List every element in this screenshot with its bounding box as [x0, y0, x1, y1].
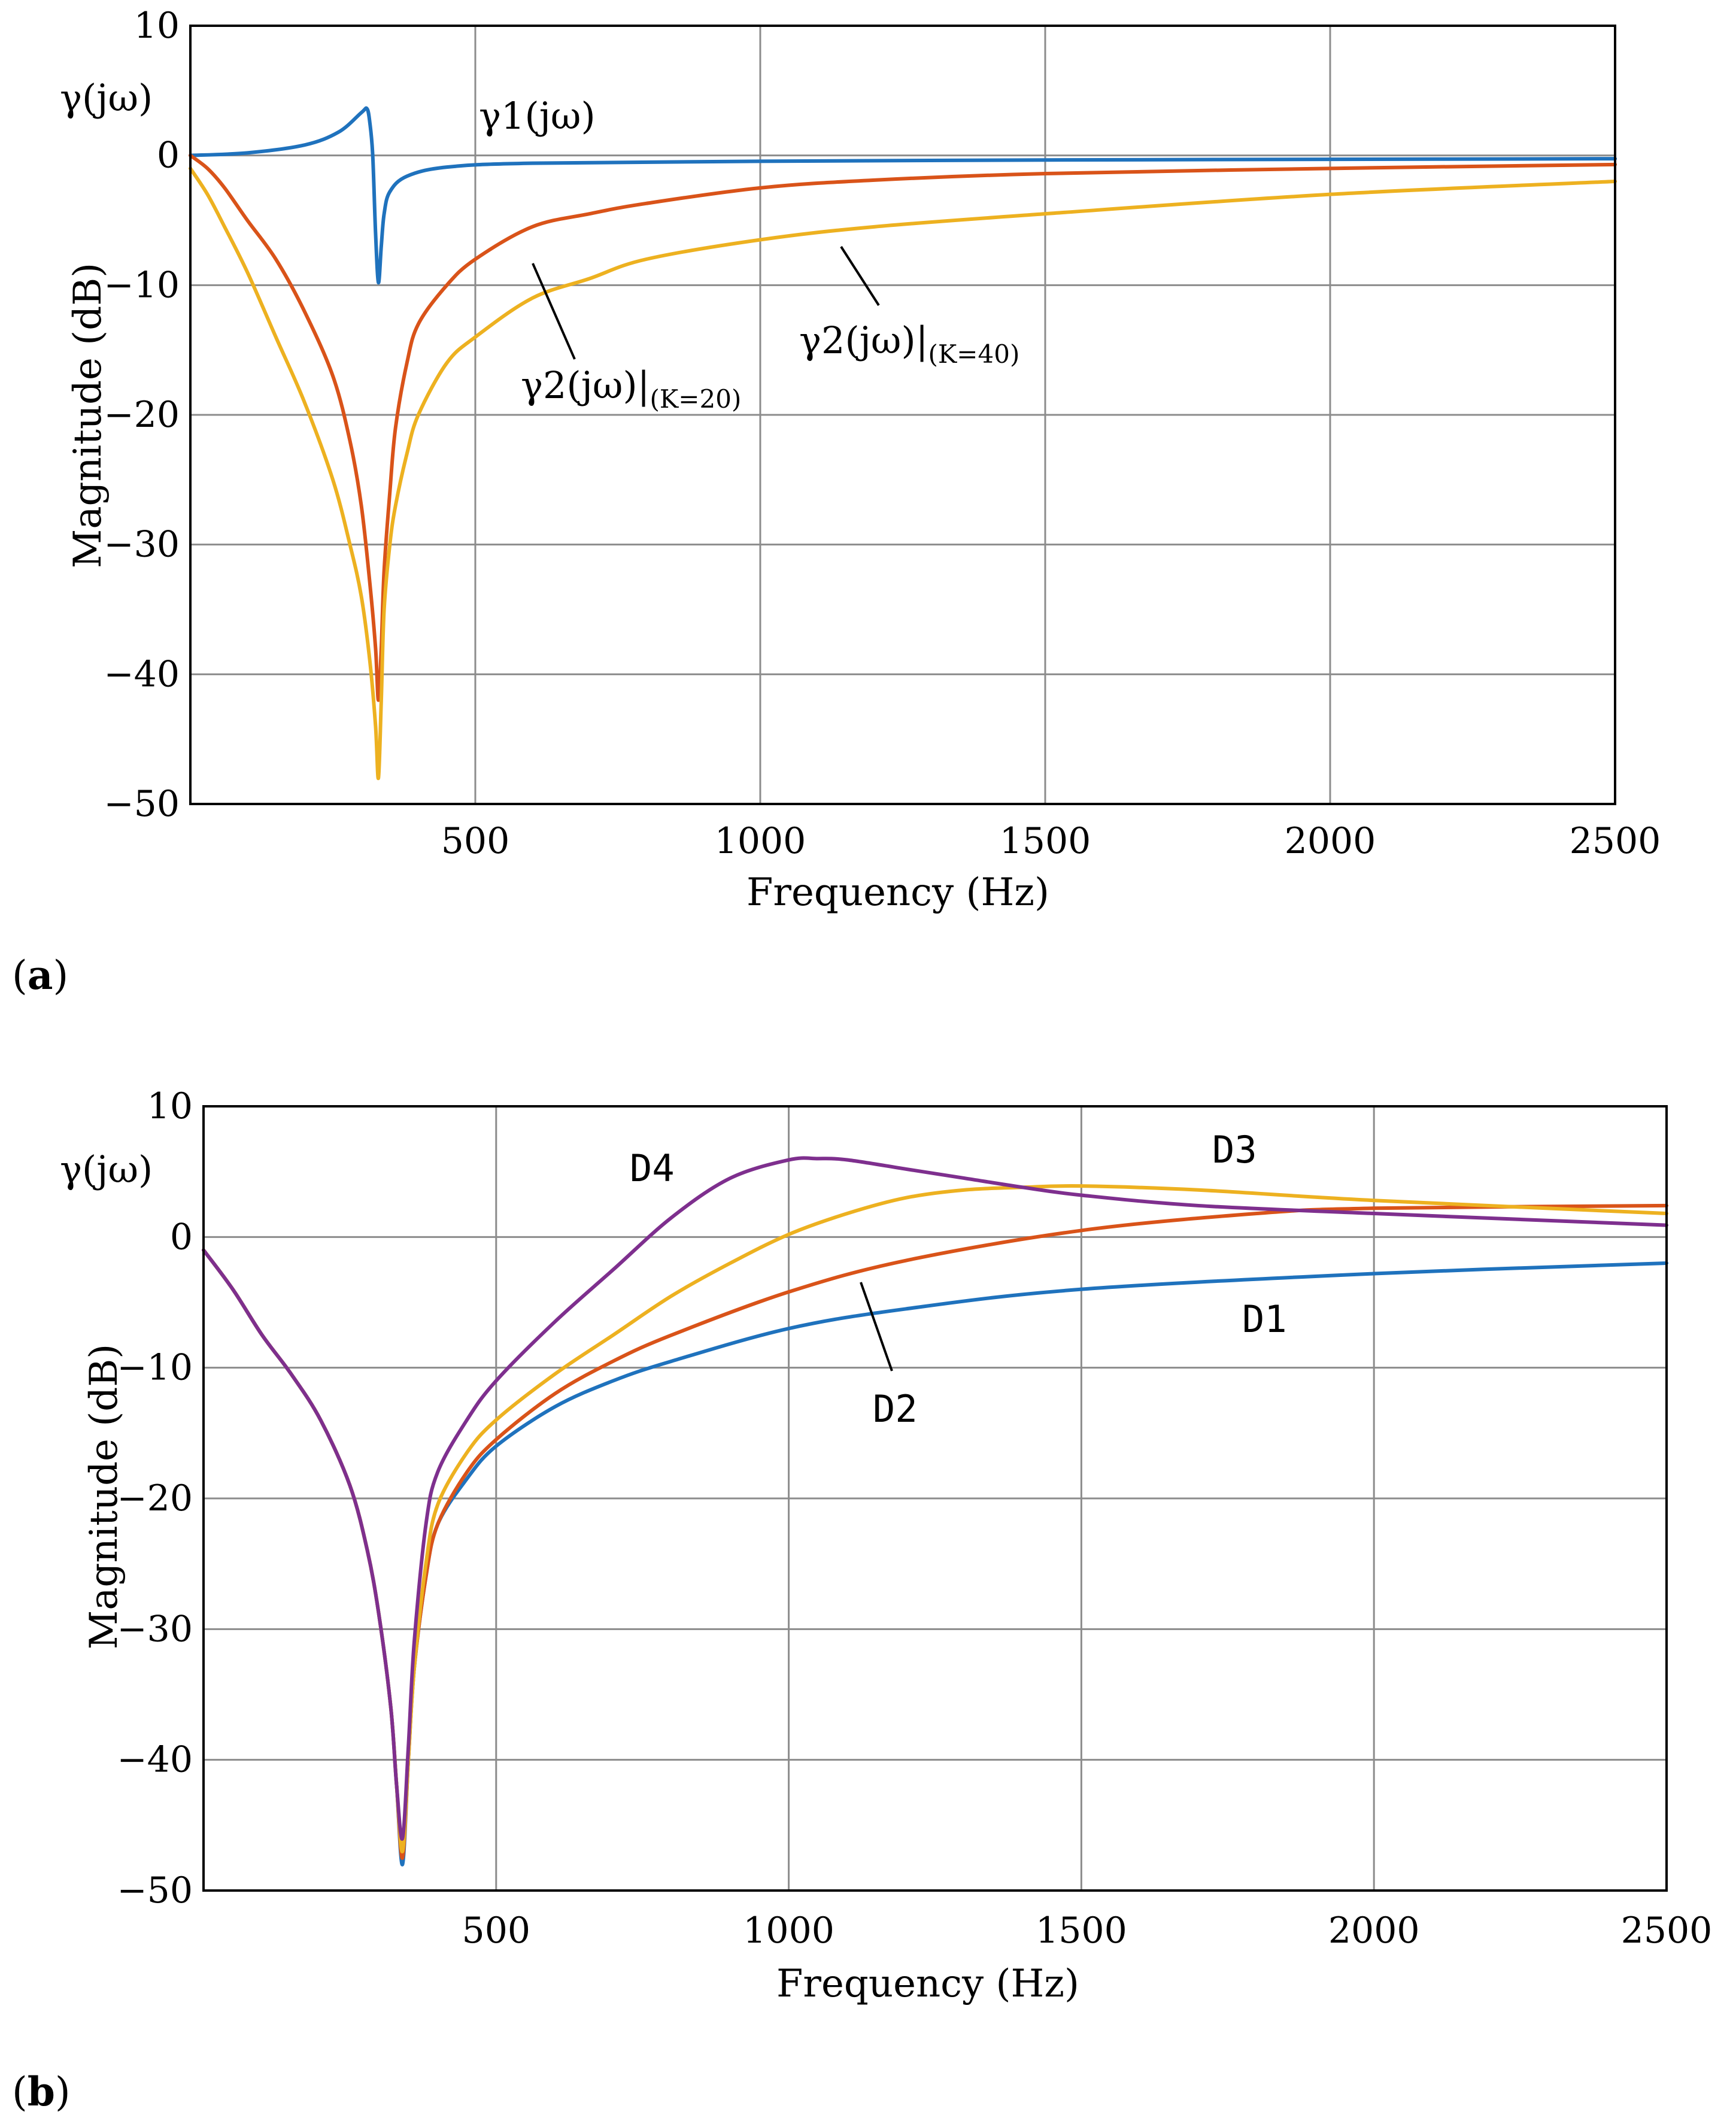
annotation-k20-sub: (K=20)	[650, 384, 742, 414]
y-tick-label: 10	[147, 1085, 193, 1127]
x-tick-label: 1000	[743, 1910, 834, 1952]
x-tick-label: 2500	[1621, 1910, 1713, 1952]
series-line--2-j-k-20-	[189, 153, 1617, 702]
x-tick-label: 2000	[1328, 1910, 1420, 1952]
y-tick-label: −10	[117, 1347, 193, 1389]
annotation-gamma1: γ1(jω)	[479, 94, 596, 138]
tick-labels-a: 500 1000 1500 2000 2500 10 0 −10 −20 −30 −40 −50	[104, 5, 1661, 862]
y-tick-label: 0	[170, 1216, 193, 1258]
annotation-k40-main: γ2(jω)|	[799, 318, 928, 362]
y-tick-label: 0	[157, 135, 180, 177]
y-tick-label: −50	[117, 1870, 193, 1911]
leader-line-k40	[840, 245, 880, 307]
x-axis-label-b: Frequency (Hz)	[776, 1962, 1079, 2006]
y-axis-label-a: Magnitude (dB)	[66, 263, 110, 568]
y-tick-label: −20	[117, 1477, 193, 1519]
corner-label-a: γ(jω)	[60, 76, 153, 120]
annotation-k40: γ2(jω)|(K=40)	[799, 318, 1019, 369]
leader-line-k20	[532, 263, 576, 360]
x-tick-label: 2500	[1570, 820, 1661, 862]
annotation-k20: γ2(jω)|(K=20)	[521, 363, 741, 414]
y-tick-label: −30	[117, 1608, 193, 1650]
series-line--1-j-	[189, 106, 1617, 285]
leader-line-d2	[860, 1282, 893, 1372]
annotation-d4: D4	[630, 1146, 675, 1190]
y-axis-label-b: Magnitude (dB)	[82, 1344, 126, 1649]
gridlines-a	[190, 26, 1615, 804]
series-line-d3	[202, 1184, 1668, 1853]
x-axis-label-a: Frequency (Hz)	[746, 870, 1049, 915]
annotation-d1: D1	[1242, 1297, 1287, 1341]
panel-label-a: (a)	[12, 952, 69, 999]
y-tick-label: −50	[104, 783, 180, 825]
x-tick-label: 500	[462, 1910, 531, 1952]
panel-label-b: (b)	[12, 2068, 71, 2115]
series-group-a	[189, 106, 1617, 781]
y-tick-label: −40	[104, 653, 180, 695]
plot-frame-b	[202, 1105, 1668, 1892]
x-tick-label: 500	[441, 820, 510, 862]
gridlines-b	[204, 1106, 1667, 1891]
y-tick-label: 10	[134, 5, 180, 47]
series-line-d4	[202, 1156, 1668, 1841]
y-tick-label: −20	[104, 394, 180, 436]
x-tick-label: 2000	[1285, 820, 1376, 862]
plot-frame-a	[189, 25, 1616, 805]
annotation-k20-main: γ2(jω)|	[521, 363, 650, 407]
y-tick-label: −10	[104, 264, 180, 306]
corner-label-b: γ(jω)	[60, 1148, 153, 1191]
x-tick-label: 1000	[715, 820, 806, 862]
chart-b: 500 1000 1500 2000 2500 10 0 −10 −20 −30 −40 −50 γ(…	[60, 1085, 1712, 2006]
annotation-d3: D3	[1212, 1128, 1257, 1172]
y-tick-label: −30	[104, 524, 180, 566]
y-tick-label: −40	[117, 1739, 193, 1781]
series-line--2-j-k-40-	[189, 166, 1617, 781]
x-tick-label: 1500	[1000, 820, 1091, 862]
chart-a: 500 1000 1500 2000 2500 10 0 −10 −20 −30 −40 −50 γ(…	[60, 5, 1661, 915]
annotation-k40-sub: (K=40)	[928, 339, 1020, 369]
series-group-b	[202, 1156, 1668, 1867]
x-tick-label: 1500	[1036, 1910, 1127, 1952]
annotation-d2: D2	[873, 1387, 918, 1431]
tick-labels-b: 500 1000 1500 2000 2500 10 0 −10 −20 −30 −40 −50	[117, 1085, 1712, 1952]
